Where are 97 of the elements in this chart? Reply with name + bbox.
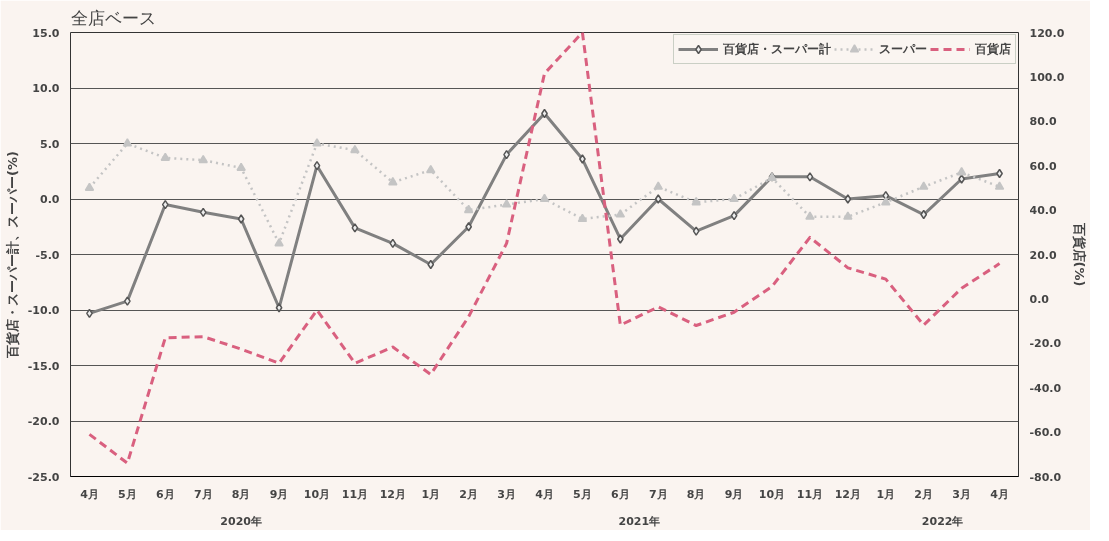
- x-tick-label: 7月: [193, 487, 213, 501]
- x-tick-label: 11月: [341, 487, 369, 501]
- y-tick-label: 5.0: [40, 137, 60, 151]
- text: 2020年: [220, 514, 262, 528]
- x-tick-label: 6月: [611, 487, 630, 501]
- x-tick-label: 9月: [724, 487, 744, 501]
- point: [920, 209, 928, 220]
- point: [994, 181, 1005, 190]
- point: [844, 194, 852, 204]
- chart-title: 全店ベース: [70, 7, 156, 28]
- text: 2021年: [618, 514, 661, 528]
- point: [123, 296, 131, 306]
- x-tick-label: 6月: [155, 487, 175, 501]
- x-tick-label: 12月: [379, 487, 406, 501]
- point: [427, 259, 435, 270]
- y2-tick-label: -40.0: [1029, 381, 1062, 395]
- y2-tick-label: 20.0: [1029, 248, 1057, 262]
- y2-tick-label: -60.0: [1029, 426, 1062, 440]
- point: [389, 238, 397, 249]
- point: [425, 164, 436, 174]
- point: [84, 182, 95, 191]
- point: [653, 181, 664, 190]
- point: [843, 211, 853, 220]
- y2-tick-label: 120.0: [1029, 26, 1065, 40]
- point: [236, 162, 246, 171]
- point: [350, 144, 360, 154]
- point: [501, 199, 512, 208]
- x-tick-label: 8月: [231, 487, 251, 501]
- point: [274, 238, 284, 247]
- y2-tick-label: 60.0: [1029, 159, 1057, 173]
- x-tick-label: 10月: [758, 487, 786, 501]
- point: [692, 226, 700, 236]
- text: 2022年: [921, 514, 964, 528]
- y-tick-label: -5.0: [35, 248, 60, 262]
- point: [122, 138, 133, 147]
- point: [160, 152, 171, 161]
- point: [616, 234, 624, 244]
- y-tick-label: 0.0: [40, 193, 60, 206]
- y2-axis-title: 百貨店(%): [1072, 221, 1088, 287]
- x-tick-label: 4月: [80, 487, 99, 501]
- y-axis-title: 百貨店・スーパー計、スーパー(%): [4, 151, 20, 359]
- point: [198, 154, 208, 164]
- y2-tick-label: -80.0: [1029, 470, 1062, 484]
- x-tick-label: 3月: [952, 487, 971, 501]
- point: [351, 223, 359, 233]
- x-tick-label: 5月: [573, 487, 592, 501]
- point: [654, 194, 662, 204]
- point: [313, 160, 321, 171]
- point: [805, 211, 815, 220]
- y-tick-label: -15.0: [27, 359, 60, 373]
- x-tick-label: 2月: [914, 487, 934, 501]
- point: [275, 303, 283, 313]
- legend-label: スーパー: [879, 40, 927, 58]
- x-tick-label: 10月: [303, 487, 331, 501]
- point: [237, 214, 245, 224]
- y2-tick-label: 40.0: [1029, 204, 1057, 218]
- x-tick-label: 11月: [796, 487, 824, 501]
- x-tick-label: 12月: [834, 487, 862, 501]
- point: [806, 172, 814, 182]
- point: [199, 207, 207, 218]
- point: [463, 204, 474, 214]
- x-tick-label: 7月: [648, 487, 668, 501]
- y-tick-label: -20.0: [27, 415, 60, 428]
- x-tick-label: 9月: [269, 487, 289, 501]
- x-tick-label: 3月: [497, 487, 516, 501]
- legend-label: 百貨店・スーパー計: [723, 40, 831, 58]
- point: [881, 196, 891, 206]
- point: [539, 193, 550, 203]
- point: [958, 174, 966, 184]
- point: [956, 166, 967, 176]
- x-tick-label: 2月: [459, 487, 478, 501]
- point: [465, 222, 473, 232]
- point: [730, 210, 738, 221]
- point: [729, 193, 739, 203]
- x-tick-label: 4月: [990, 487, 1009, 501]
- point: [161, 199, 169, 210]
- x-tick-label: 4月: [535, 487, 554, 501]
- x-tick-label: 5月: [118, 487, 137, 501]
- point: [615, 209, 626, 218]
- y2-tick-label: -20.0: [1029, 337, 1062, 351]
- point: [312, 138, 322, 147]
- y-tick-label: 15.0: [32, 26, 60, 40]
- y2-tick-label: 100.0: [1029, 70, 1065, 84]
- y2-tick-label: 80.0: [1029, 115, 1057, 129]
- x-tick-label: 1月: [421, 487, 441, 501]
- point: [388, 176, 398, 186]
- point: [918, 181, 929, 190]
- x-tick-label: 8月: [686, 487, 706, 501]
- point: [579, 154, 586, 164]
- x-tick-label: 1月: [876, 487, 896, 501]
- y-tick-label: -10.0: [27, 304, 60, 317]
- legend-label: 百貨店: [975, 40, 1011, 58]
- y2-tick-label: 0.0: [1029, 292, 1050, 306]
- y-tick-label: -25.0: [27, 470, 60, 484]
- point: [691, 196, 701, 206]
- point: [577, 213, 588, 223]
- y-tick-label: 10.0: [32, 82, 60, 95]
